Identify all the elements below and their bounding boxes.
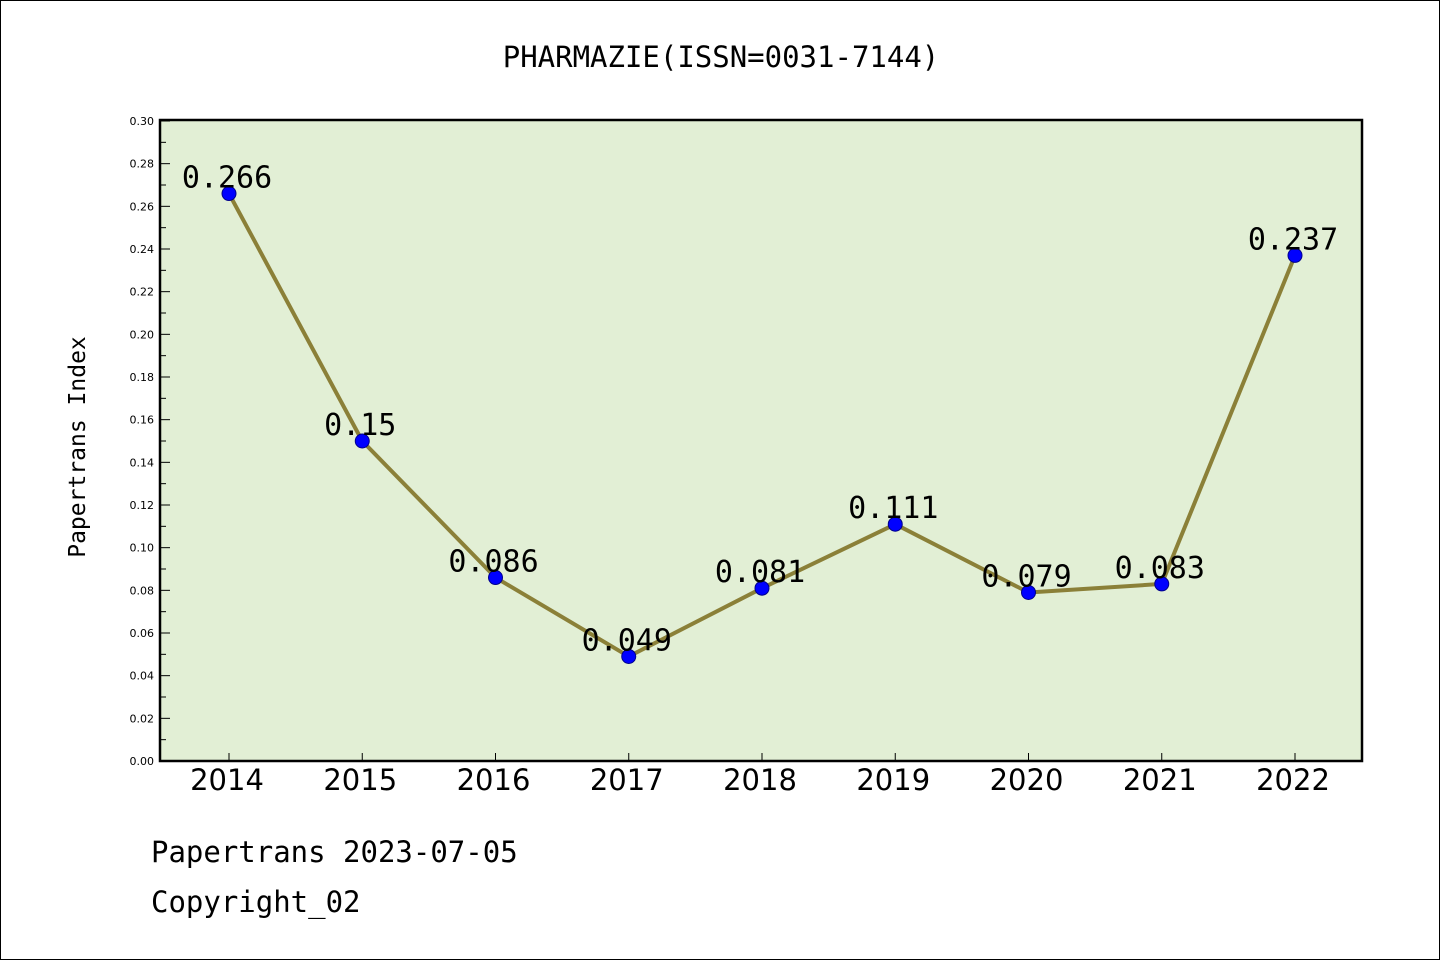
y-axis-label: Papertrans Index	[65, 336, 91, 558]
y-tick-label: 0.06	[130, 627, 155, 640]
data-labels: 0.266 0.15 0.086 0.049 0.081 0.111 0.079 0.083 0…	[182, 161, 1338, 659]
data-point-2018	[754, 580, 770, 596]
data-markers	[221, 186, 1303, 664]
x-axis-ticks: 2014 2015 2016 2017 2018 2019 2020 2021 2022	[190, 753, 1330, 797]
y-tick-label: 0.08	[130, 584, 155, 597]
data-label-2014: 0.266	[182, 161, 272, 196]
data-point-2022	[1287, 247, 1303, 263]
data-point-2014	[221, 186, 237, 202]
y-axis-ticks: 0.00 0.02 0.04 0.06 0.08 0.10 0.12 0.14 0.16 0.18…	[130, 115, 170, 768]
y-tick-label: 0.12	[130, 499, 155, 512]
data-label-2015: 0.15	[324, 408, 396, 443]
data-label-2021: 0.083	[1115, 551, 1205, 586]
y-tick-label: 0.14	[130, 456, 155, 469]
y-tick-label: 0.22	[130, 286, 155, 299]
y-tick-label: 0.00	[130, 755, 155, 768]
footer-date: Papertrans 2023-07-05	[151, 835, 518, 869]
chart-title: PHARMAZIE(ISSN=0031-7144)	[503, 40, 940, 74]
y-tick-label: 0.18	[130, 371, 155, 384]
data-label-2017: 0.049	[582, 623, 672, 658]
y-tick-label: 0.30	[130, 115, 155, 128]
x-tick-label: 2020	[990, 763, 1064, 797]
x-tick-label: 2022	[1256, 763, 1330, 797]
data-label-2022: 0.237	[1248, 222, 1338, 257]
x-tick-label: 2015	[323, 763, 397, 797]
y-tick-label: 0.20	[130, 328, 155, 341]
y-tick-label: 0.10	[130, 542, 155, 555]
x-tick-label: 2014	[190, 763, 264, 797]
x-tick-label: 2017	[590, 763, 664, 797]
data-point-2017	[621, 648, 637, 664]
data-point-2021	[1154, 576, 1170, 592]
data-label-2020: 0.079	[981, 559, 1071, 594]
x-tick-label: 2019	[856, 763, 930, 797]
x-tick-label: 2018	[723, 763, 797, 797]
y-tick-label: 0.16	[130, 414, 155, 427]
data-point-2015	[354, 433, 370, 449]
y-tick-label: 0.04	[130, 670, 155, 683]
data-label-2018: 0.081	[715, 555, 805, 590]
y-tick-label: 0.26	[130, 200, 155, 213]
x-tick-label: 2021	[1123, 763, 1197, 797]
y-tick-label: 0.28	[130, 158, 155, 171]
y-tick-label: 0.02	[130, 712, 155, 725]
data-label-2019: 0.111	[848, 491, 938, 526]
data-point-2016	[488, 570, 503, 586]
y-tick-label: 0.24	[130, 243, 155, 256]
data-label-2016: 0.086	[448, 545, 538, 580]
data-point-2020	[1021, 584, 1036, 600]
x-tick-label: 2016	[457, 763, 531, 797]
data-point-2019	[887, 516, 903, 532]
footer-copyright: Copyright_02	[151, 885, 361, 919]
